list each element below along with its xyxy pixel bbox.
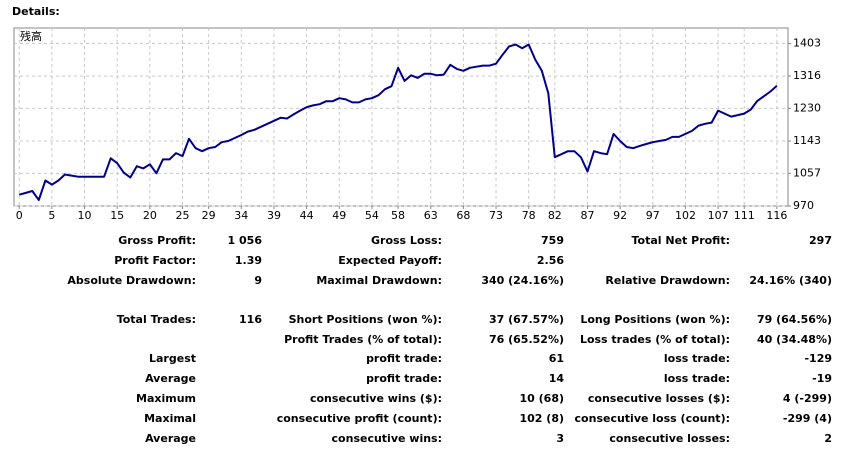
stat-label: Average: [145, 372, 196, 385]
stat-value: 2: [824, 432, 832, 445]
stat-value: 759: [541, 234, 564, 247]
stat-value: -129: [804, 352, 832, 365]
x-tick-label: 68: [456, 209, 470, 222]
x-tick-label: 92: [613, 209, 627, 222]
stat-value: 79 (64.56%): [757, 313, 832, 326]
stat-label: loss trade:: [664, 372, 730, 385]
stat-value: 9: [254, 274, 262, 287]
stat-value: 2.56: [537, 254, 564, 267]
stat-value: 24.16% (340): [749, 274, 832, 287]
stat-value: 61: [549, 352, 564, 365]
stat-label: profit trade:: [366, 372, 442, 385]
stat-value: 3: [556, 432, 564, 445]
x-tick-label: 107: [708, 209, 729, 222]
stat-label: Short Positions (won %):: [289, 313, 442, 326]
stat-label: consecutive wins:: [332, 432, 442, 445]
balance-line: [18, 43, 778, 201]
stat-value: -19: [812, 372, 832, 385]
stat-label: consecutive losses ($):: [588, 392, 730, 405]
stat-label: Gross Loss:: [371, 234, 442, 247]
stat-label: Total Trades:: [117, 313, 196, 326]
stat-value: 76 (65.52%): [489, 333, 564, 346]
stat-label: Maximal: [144, 412, 196, 425]
stat-label: Gross Profit:: [118, 234, 196, 247]
stat-label: Long Positions (won %):: [580, 313, 730, 326]
x-tick-label: 0: [16, 209, 23, 222]
y-tick-label: 1143: [793, 134, 821, 147]
x-tick-label: 20: [143, 209, 157, 222]
stat-label: Profit Trades (% of total):: [284, 333, 442, 346]
x-tick-label: 34: [234, 209, 248, 222]
x-tick-label: 58: [391, 209, 405, 222]
chart-frame: [13, 27, 789, 207]
stat-label: loss trade:: [664, 352, 730, 365]
y-tick-label: 1057: [793, 166, 821, 179]
x-tick-label: 97: [646, 209, 660, 222]
x-tick-label: 15: [110, 209, 124, 222]
stat-value: 297: [809, 234, 832, 247]
x-tick-label: 78: [522, 209, 536, 222]
stat-value: 37 (67.57%): [489, 313, 564, 326]
stat-label: Expected Payoff:: [338, 254, 442, 267]
x-tick-label: 44: [300, 209, 314, 222]
x-tick-label: 116: [766, 209, 787, 222]
x-tick-label: 5: [48, 209, 55, 222]
stat-value: 1 056: [228, 234, 263, 247]
x-tick-label: 25: [176, 209, 190, 222]
x-tick-label: 49: [332, 209, 346, 222]
x-tick-label: 54: [365, 209, 379, 222]
x-tick-label: 87: [580, 209, 594, 222]
stat-label: Relative Drawdown:: [605, 274, 730, 287]
stat-label: Average: [145, 432, 196, 445]
y-tick-label: 970: [793, 199, 814, 212]
stat-label: consecutive wins ($):: [310, 392, 442, 405]
stat-label: Profit Factor:: [114, 254, 196, 267]
stat-value: 116: [239, 313, 262, 326]
stat-label: profit trade:: [366, 352, 442, 365]
stat-value: 14: [549, 372, 565, 385]
x-tick-label: 10: [78, 209, 92, 222]
x-tick-label: 102: [675, 209, 696, 222]
stat-label: consecutive losses:: [609, 432, 730, 445]
x-tick-label: 82: [548, 209, 562, 222]
details-title: Details:: [12, 5, 60, 18]
stat-value: 340 (24.16%): [481, 274, 564, 287]
stat-label: Total Net Profit:: [632, 234, 731, 247]
stat-value: 102 (8): [520, 412, 565, 425]
y-tick-label: 1316: [793, 69, 821, 82]
stat-label: Largest: [149, 352, 196, 365]
stat-label: Maximum: [136, 392, 196, 405]
stat-label: Absolute Drawdown:: [67, 274, 196, 287]
stat-label: Maximal Drawdown:: [316, 274, 442, 287]
x-tick-label: 63: [424, 209, 438, 222]
stat-value: 40 (34.48%): [757, 333, 832, 346]
x-tick-label: 73: [489, 209, 503, 222]
stat-value: 1.39: [235, 254, 262, 267]
stat-value: 10 (68): [520, 392, 565, 405]
stat-label: Loss trades (% of total):: [580, 333, 730, 346]
stat-label: consecutive loss (count):: [575, 412, 730, 425]
x-tick-label: 111: [734, 209, 755, 222]
x-tick-label: 29: [202, 209, 216, 222]
y-tick-label: 1403: [793, 36, 821, 49]
stat-value: 4 (-299): [783, 392, 832, 405]
x-tick-label: 39: [267, 209, 281, 222]
stat-value: -299 (4): [783, 412, 832, 425]
stat-label: consecutive profit (count):: [277, 412, 442, 425]
series-label: 残高: [20, 29, 42, 43]
y-tick-label: 1230: [793, 101, 821, 114]
